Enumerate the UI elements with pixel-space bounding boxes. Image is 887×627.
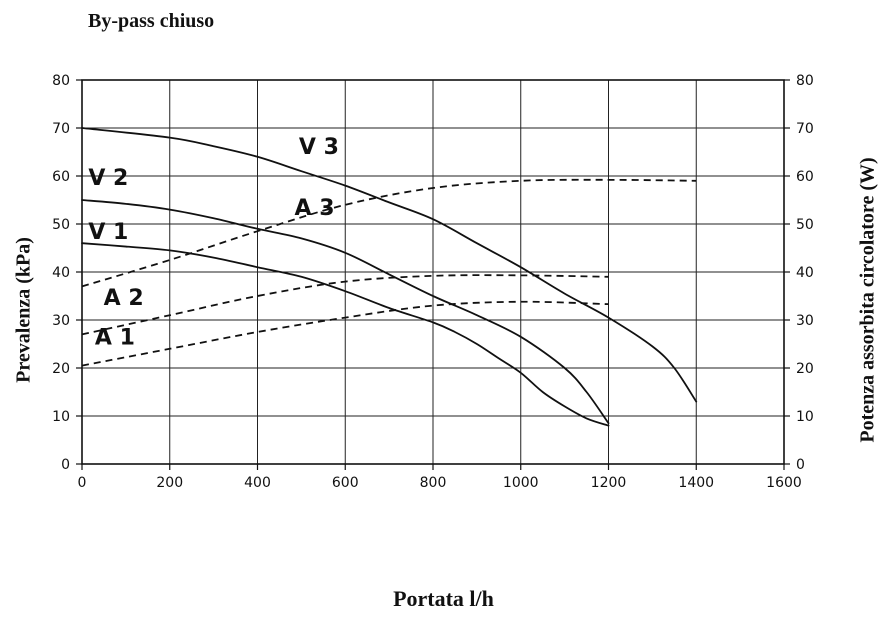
- y-tick-label-right-8: 80: [796, 73, 814, 89]
- x-tick-label-5: 1000: [503, 475, 539, 491]
- y-tick-label-right-3: 30: [796, 313, 814, 329]
- y-tick-label-right-5: 50: [796, 217, 814, 233]
- series-line-v2: [81, 199, 610, 425]
- x-tick-label-0: 0: [78, 475, 87, 491]
- y-tick-label-right-7: 70: [796, 121, 814, 137]
- y-tick-label-left-7: 70: [52, 121, 70, 137]
- y-tick-label-right-0: 0: [796, 457, 805, 473]
- series-line-a2: [81, 274, 609, 336]
- y-tick-label-left-0: 0: [61, 457, 70, 473]
- curve-label-v3: V 3: [299, 135, 339, 160]
- x-axis-label: Portata l/h: [393, 586, 494, 611]
- y-tick-label-right-6: 60: [796, 169, 814, 185]
- curve-label-a1: A 1: [95, 325, 135, 350]
- x-tick-label-7: 1400: [678, 475, 714, 491]
- curve-label-v1: V 1: [88, 220, 128, 245]
- chart-title: By-pass chiuso: [88, 10, 215, 32]
- y-tick-label-left-4: 40: [52, 265, 70, 281]
- series-line-a1: [81, 300, 609, 367]
- y-tick-label-right-1: 10: [796, 409, 814, 425]
- y-tick-label-left-3: 30: [52, 313, 70, 329]
- y-tick-label-left-2: 20: [52, 361, 70, 377]
- x-tick-label-6: 1200: [591, 475, 627, 491]
- curve-label-a3: A 3: [295, 196, 335, 221]
- x-tick-label-4: 800: [420, 475, 447, 491]
- x-tick-label-8: 1600: [766, 475, 802, 491]
- curve-label-v2: V 2: [88, 166, 128, 191]
- series-line-v3: [81, 127, 698, 403]
- x-tick-label-1: 200: [156, 475, 183, 491]
- y-tick-label-left-8: 80: [52, 73, 70, 89]
- x-tick-label-3: 600: [332, 475, 359, 491]
- y-tick-label-right-4: 40: [796, 265, 814, 281]
- series-line-v1: [81, 242, 610, 427]
- y-tick-label-right-2: 20: [796, 361, 814, 377]
- y-tick-label-left-1: 10: [52, 409, 70, 425]
- curve-label-a2: A 2: [104, 286, 144, 311]
- y-tick-label-left-5: 50: [52, 217, 70, 233]
- x-tick-label-2: 400: [244, 475, 271, 491]
- series-line-a3: [81, 178, 697, 288]
- y-tick-label-left-6: 60: [52, 169, 70, 185]
